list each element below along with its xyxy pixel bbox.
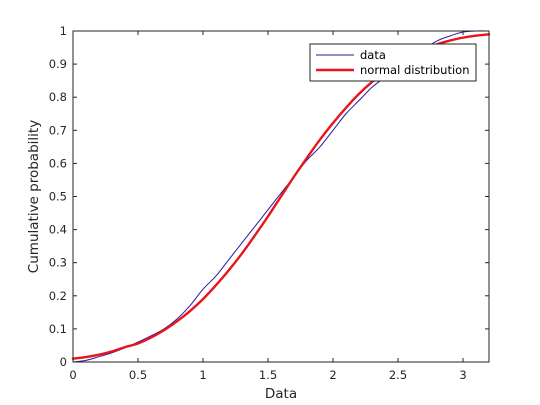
y-tick-label: 1	[60, 24, 67, 38]
y-tick-label: 0.1	[49, 322, 67, 336]
y-tick-label: 0.4	[49, 223, 67, 237]
y-axis: 0 0.1 0.2 0.3 0.4 0.5 0.6 0.7 0.8 0.9 1	[49, 24, 489, 369]
x-axis: 0 0.5 1 1.5 2 2.5 3	[69, 31, 467, 382]
y-tick-label: 0.8	[49, 90, 67, 104]
x-tick-label: 0.5	[129, 368, 147, 382]
x-tick-label: 0	[69, 368, 76, 382]
legend: data normal distribution	[309, 43, 477, 82]
y-tick-label: 0	[60, 355, 67, 369]
y-tick-label: 0.6	[49, 156, 67, 170]
legend-box	[309, 43, 477, 82]
y-tick-label: 0.9	[49, 57, 67, 71]
y-tick-label: 0.2	[49, 289, 67, 303]
x-tick-label: 2	[329, 368, 336, 382]
x-tick-label: 2.5	[389, 368, 407, 382]
x-axis-label: Data	[265, 386, 297, 402]
y-tick-label: 0.7	[49, 123, 67, 137]
legend-label-data: data	[360, 48, 386, 62]
y-tick-label: 0.3	[49, 256, 67, 270]
y-tick-label: 0.5	[49, 190, 67, 204]
x-tick-label: 1.5	[259, 368, 277, 382]
y-axis-label: Cumulative probability	[26, 120, 42, 273]
x-tick-label: 1	[199, 368, 206, 382]
legend-label-normal-distribution: normal distribution	[360, 63, 470, 77]
x-tick-label: 3	[459, 368, 466, 382]
